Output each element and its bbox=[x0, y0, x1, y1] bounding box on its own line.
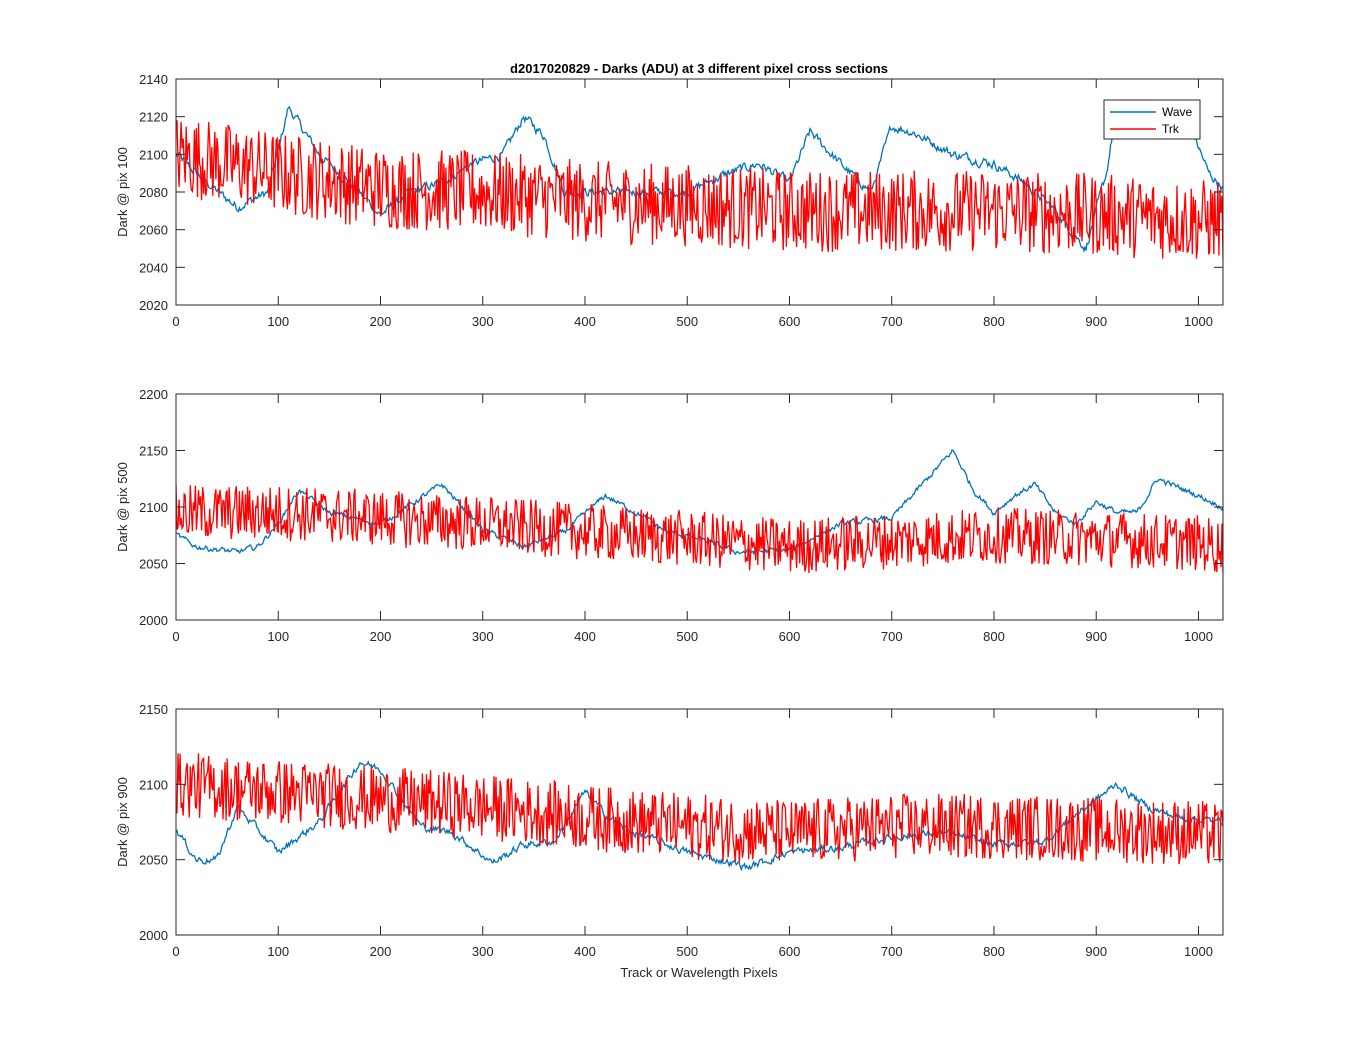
x-tick-label: 0 bbox=[172, 314, 179, 329]
x-tick-label: 800 bbox=[983, 314, 1005, 329]
x-tick-label: 0 bbox=[172, 944, 179, 959]
legend-label-trk: Trk bbox=[1162, 122, 1180, 136]
y-tick-label: 2150 bbox=[139, 702, 168, 717]
x-tick-label: 200 bbox=[370, 944, 392, 959]
x-tick-label: 1000 bbox=[1184, 944, 1213, 959]
y-tick-label: 2040 bbox=[139, 260, 168, 275]
y-tick-label: 2050 bbox=[139, 557, 168, 572]
x-tick-label: 700 bbox=[881, 629, 903, 644]
x-tick-label: 600 bbox=[779, 314, 801, 329]
x-tick-label: 200 bbox=[370, 314, 392, 329]
series-line-trk bbox=[176, 120, 1223, 260]
legend: Wave Trk bbox=[1103, 99, 1201, 140]
figure-title: d2017020829 - Darks (ADU) at 3 different… bbox=[510, 61, 888, 76]
x-tick-label: 100 bbox=[267, 944, 289, 959]
y-tick-label: 2100 bbox=[139, 500, 168, 515]
x-tick-label: 500 bbox=[676, 944, 698, 959]
x-tick-label: 300 bbox=[472, 944, 494, 959]
y-tick-label: 2120 bbox=[139, 110, 168, 125]
legend-label-wave: Wave bbox=[1162, 105, 1193, 119]
x-tick-label: 300 bbox=[472, 314, 494, 329]
subplot-1: 0 100 200 300 400 500 600 700 800 900 1000 2020 2040… bbox=[115, 72, 1224, 329]
y-tick-label: 2000 bbox=[139, 613, 168, 628]
axes-box bbox=[175, 708, 1224, 936]
x-tick-label: 700 bbox=[881, 314, 903, 329]
y-axis-title: Dark @ pix 900 bbox=[115, 777, 130, 867]
x-tick-label: 900 bbox=[1085, 314, 1107, 329]
x-tick-label: 900 bbox=[1085, 629, 1107, 644]
x-tick-label: 500 bbox=[676, 314, 698, 329]
x-tick-label: 600 bbox=[779, 629, 801, 644]
y-axis-title: Dark @ pix 500 bbox=[115, 462, 130, 552]
x-tick-label: 600 bbox=[779, 944, 801, 959]
x-tick-label: 400 bbox=[574, 629, 596, 644]
x-tick-label: 700 bbox=[881, 944, 903, 959]
subplots: 0 100 200 300 400 500 600 700 800 900 100020202040… bbox=[115, 72, 1224, 959]
x-tick-label: 1000 bbox=[1184, 314, 1213, 329]
x-tick-label: 900 bbox=[1085, 944, 1107, 959]
y-tick-label: 2100 bbox=[139, 147, 168, 162]
y-tick-label: 2150 bbox=[139, 444, 168, 459]
x-tick-label: 500 bbox=[676, 629, 698, 644]
subplot-2: 0 100 200 300 400 500 600 700 800 900 1000 2000 2050… bbox=[115, 387, 1224, 644]
x-tick-label: 800 bbox=[983, 944, 1005, 959]
x-axis-title: Track or Wavelength Pixels bbox=[620, 965, 778, 980]
y-tick-label: 2140 bbox=[139, 72, 168, 87]
y-tick-label: 2100 bbox=[139, 777, 168, 792]
y-tick-label: 2060 bbox=[139, 223, 168, 238]
y-axis-title: Dark @ pix 100 bbox=[115, 147, 130, 237]
y-tick-label: 2080 bbox=[139, 185, 168, 200]
x-tick-label: 100 bbox=[267, 314, 289, 329]
y-tick-label: 2020 bbox=[139, 298, 168, 313]
x-tick-label: 200 bbox=[370, 629, 392, 644]
legend-box bbox=[1103, 99, 1201, 140]
x-tick-label: 0 bbox=[172, 629, 179, 644]
y-tick-label: 2000 bbox=[139, 928, 168, 943]
series-line-trk bbox=[176, 753, 1223, 865]
x-tick-label: 1000 bbox=[1184, 629, 1213, 644]
y-tick-label: 2050 bbox=[139, 853, 168, 868]
x-tick-label: 800 bbox=[983, 629, 1005, 644]
y-tick-label: 2200 bbox=[139, 387, 168, 402]
x-tick-label: 400 bbox=[574, 944, 596, 959]
x-tick-label: 300 bbox=[472, 629, 494, 644]
subplot-3: 0 100 200 300 400 500 600 700 800 900 1000 2000 2050… bbox=[115, 702, 1224, 959]
x-tick-label: 400 bbox=[574, 314, 596, 329]
x-tick-label: 100 bbox=[267, 629, 289, 644]
series-line-trk bbox=[176, 484, 1223, 574]
